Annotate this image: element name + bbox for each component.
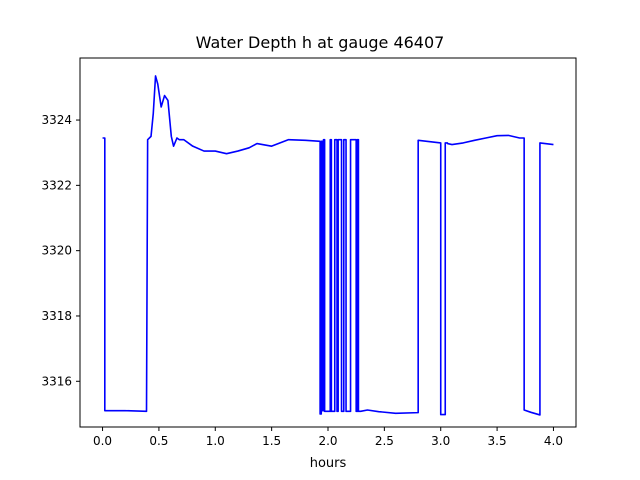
x-tick-label: 1.5 — [262, 434, 281, 448]
series-line-0 — [102, 75, 554, 416]
x-tick-label: 2.5 — [375, 434, 394, 448]
plot-area — [102, 75, 554, 416]
y-tick-label: 3320 — [41, 244, 72, 258]
x-tick-label: 3.0 — [431, 434, 450, 448]
x-tick-label: 0.5 — [149, 434, 168, 448]
x-tick-label: 0.0 — [93, 434, 112, 448]
x-axis-label: hours — [310, 456, 347, 471]
y-tick-label: 3318 — [41, 309, 72, 323]
y-tick-label: 3324 — [41, 113, 72, 127]
x-tick-label: 3.5 — [488, 434, 507, 448]
x-tick-label: 2.0 — [318, 434, 337, 448]
x-axis: 0.0 0.5 1.0 1.5 2.0 2.5 3.0 3.5 4.0 — [93, 427, 563, 448]
chart-title: Water Depth h at gauge 46407 — [196, 33, 445, 52]
y-tick-label: 3322 — [41, 178, 72, 192]
x-tick-label: 4.0 — [544, 434, 563, 448]
x-tick-label: 1.0 — [206, 434, 225, 448]
y-tick-label: 3316 — [41, 374, 72, 388]
y-axis: 3316 3318 3320 3322 3324 — [41, 113, 80, 388]
